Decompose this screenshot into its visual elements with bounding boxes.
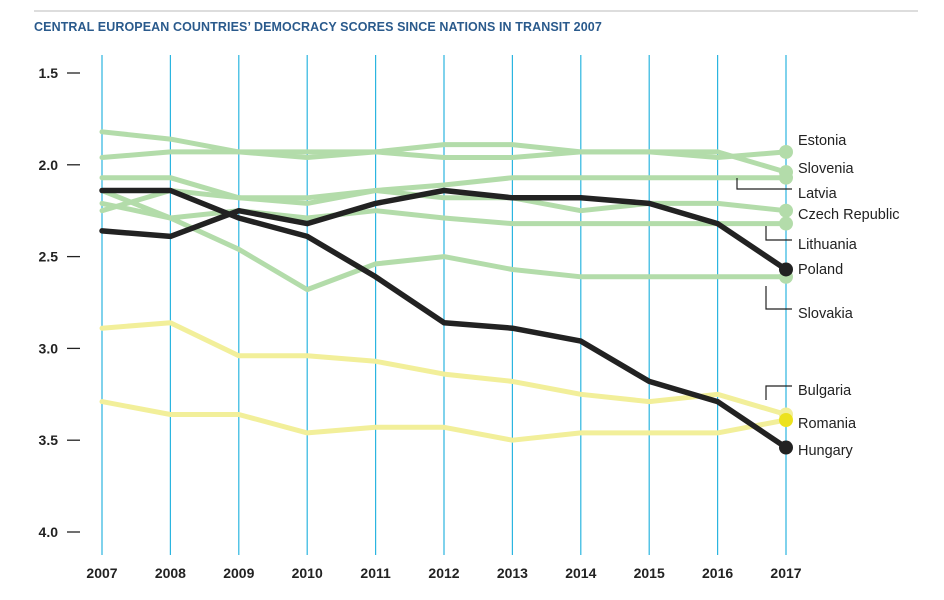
y-tick-label: 4.0	[39, 524, 59, 540]
label-slovenia: Slovenia	[798, 161, 855, 177]
endpoint-poland	[779, 262, 793, 277]
series-line-romania	[99, 399, 789, 443]
chart-title: CENTRAL EUROPEAN COUNTRIES’ DEMOCRACY SC…	[34, 20, 602, 34]
y-tick-label: 3.0	[39, 340, 59, 356]
endpoint-latvia	[779, 170, 793, 185]
y-tick-label: 2.0	[39, 157, 59, 173]
label-slovakia: Slovakia	[798, 306, 854, 322]
endpoint-estonia	[779, 144, 793, 159]
black-series-group	[99, 187, 789, 451]
endpoint-lithuania	[779, 216, 793, 231]
series-line-latvia	[99, 175, 789, 201]
leader-latvia	[736, 178, 792, 190]
leader-slovakia	[765, 286, 792, 310]
green-series-group	[99, 129, 789, 293]
vertical-grid	[101, 55, 787, 555]
series-line-slovakia	[99, 188, 789, 293]
y-tick-label: 2.5	[39, 249, 59, 265]
series-line-bulgaria	[99, 320, 789, 417]
y-tick-label: 3.5	[39, 432, 59, 448]
x-tick-label: 2015	[634, 565, 665, 581]
label-lithuania: Lithuania	[798, 237, 858, 253]
series-endpoints	[779, 144, 793, 455]
x-tick-label: 2007	[86, 565, 117, 581]
x-tick-label: 2012	[428, 565, 459, 581]
x-tick-label: 2016	[702, 565, 733, 581]
x-tick-label: 2011	[360, 565, 391, 581]
series-line-lithuania	[99, 200, 789, 227]
y-tick-label: 1.5	[39, 65, 59, 81]
series-labels: Estonia Slovenia Latvia Czech Republic Lithu…	[736, 133, 900, 459]
endpoint-czech-republic	[779, 203, 793, 218]
label-poland: Poland	[798, 262, 843, 278]
series-line-hungary	[99, 187, 789, 451]
series-line-slovenia	[99, 142, 789, 175]
x-tick-label: 2017	[770, 565, 801, 581]
label-bulgaria: Bulgaria	[798, 383, 852, 399]
x-tick-label: 2009	[223, 565, 254, 581]
x-tick-label: 2008	[155, 565, 186, 581]
label-hungary: Hungary	[798, 443, 854, 459]
x-tick-label: 2013	[497, 565, 528, 581]
endpoint-hungary	[779, 440, 793, 455]
label-romania: Romania	[798, 416, 857, 432]
series-line-poland	[99, 187, 789, 273]
label-czech-republic: Czech Republic	[798, 207, 900, 223]
label-latvia: Latvia	[798, 186, 838, 202]
y-axis: 1.5 2.0 2.5 3.0 3.5 4.0	[39, 65, 80, 540]
x-tick-label: 2014	[565, 565, 596, 581]
series-line-czech-republic	[99, 188, 789, 214]
endpoint-romania	[779, 413, 793, 428]
label-estonia: Estonia	[798, 133, 847, 149]
x-tick-label: 2010	[292, 565, 323, 581]
yellow-series-group	[99, 320, 789, 443]
leader-lithuania	[765, 226, 792, 241]
x-axis: 2007 2008 2009 2010 2011 2012 2013 2014 2015 2016…	[86, 565, 801, 581]
leader-bulgaria	[765, 385, 792, 400]
